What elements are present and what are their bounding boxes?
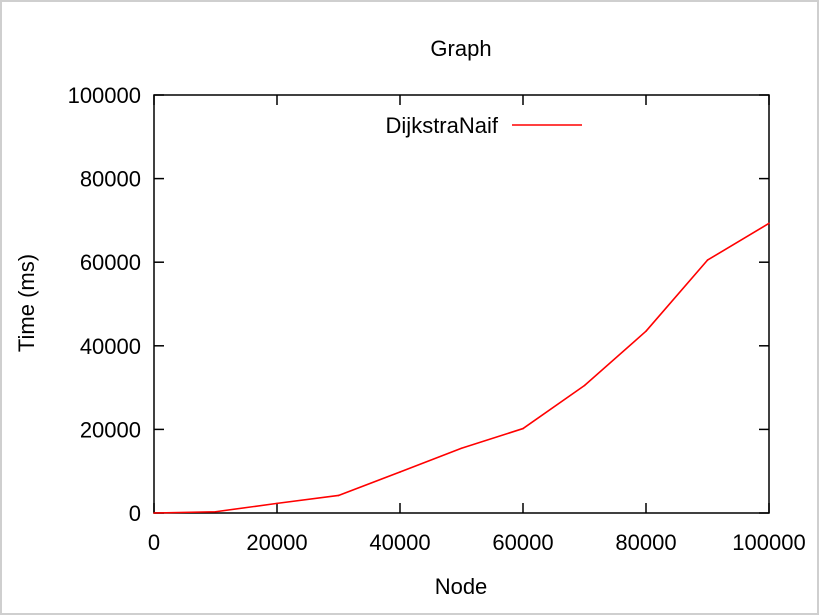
data-point bbox=[337, 494, 340, 497]
x-axis: 0 20000 40000 60000 80000 100000 bbox=[148, 95, 806, 555]
y-tick-label: 60000 bbox=[80, 250, 141, 275]
y-axis-label: Time (ms) bbox=[14, 254, 39, 352]
plot-area bbox=[153, 94, 770, 514]
y-tick-label: 40000 bbox=[80, 334, 141, 359]
data-point bbox=[645, 330, 647, 332]
data-point bbox=[214, 510, 217, 513]
chart-title: Graph bbox=[430, 36, 491, 61]
x-axis-label: Node bbox=[435, 574, 488, 599]
data-point bbox=[522, 427, 524, 430]
data-point bbox=[276, 502, 278, 505]
x-tick-label: 40000 bbox=[369, 530, 430, 555]
data-point bbox=[583, 384, 586, 387]
legend: DijkstraNaif bbox=[386, 113, 582, 138]
x-tick-label: 20000 bbox=[246, 530, 307, 555]
series-layer bbox=[153, 222, 770, 514]
x-tick-label: 80000 bbox=[615, 530, 676, 555]
y-tick-label: 80000 bbox=[80, 167, 141, 192]
y-tick-label: 20000 bbox=[80, 417, 141, 442]
data-point bbox=[460, 447, 463, 450]
y-tick-label: 0 bbox=[129, 501, 141, 526]
y-tick-label: 100000 bbox=[68, 83, 141, 108]
plot-border bbox=[153, 94, 770, 514]
x-tick-label: 100000 bbox=[732, 530, 805, 555]
data-point bbox=[399, 471, 401, 473]
data-point bbox=[706, 259, 709, 261]
y-axis: 0 20000 40000 60000 80000 100000 bbox=[68, 83, 769, 526]
x-tick-label: 60000 bbox=[492, 530, 553, 555]
legend-label: DijkstraNaif bbox=[386, 113, 499, 138]
x-tick-label: 0 bbox=[148, 530, 160, 555]
data-point bbox=[153, 512, 155, 514]
data-point bbox=[768, 222, 770, 225]
series-line-DijkstraNaif bbox=[153, 222, 770, 514]
